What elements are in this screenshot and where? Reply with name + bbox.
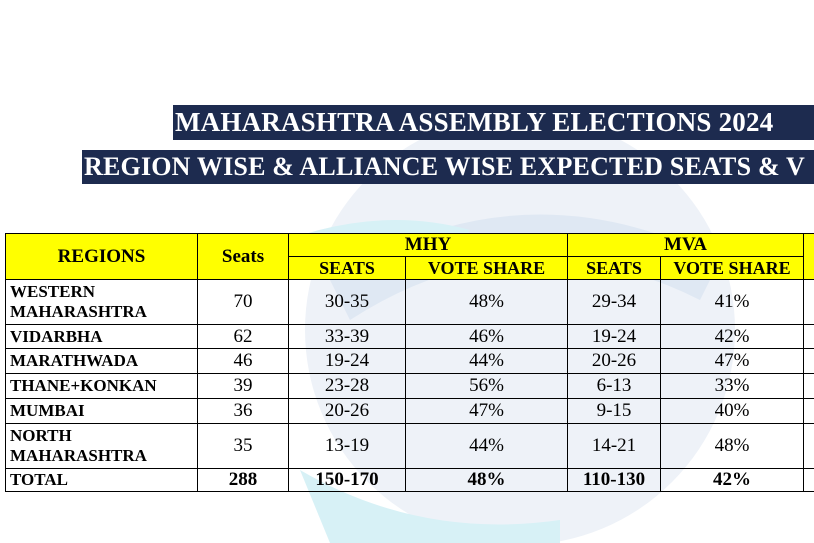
subtitle: REGION WISE & ALLIANCE WISE EXPECTED SEA… (82, 150, 814, 184)
table-row: NORTH MAHARASHTRA 35 13-19 44% 14-21 48% (5, 423, 814, 469)
sub-header: VOTE SHARE (660, 256, 804, 280)
value-cell: 42% (660, 468, 804, 492)
value-cell: 150-170 (288, 468, 406, 492)
value-cell: 33% (660, 373, 804, 399)
sub-header: SEATS (567, 256, 661, 280)
value-cell: 46% (405, 324, 568, 349)
value-cell: 56% (405, 373, 568, 399)
sub-header: SEATS (288, 256, 406, 280)
region-cell: VIDARBHA (5, 324, 198, 349)
value-cell: 33-39 (288, 324, 406, 349)
value-cell: 110-130 (567, 468, 661, 492)
cut-cell (803, 468, 814, 492)
value-cell: 40% (660, 398, 804, 424)
column-header: Seats (197, 233, 289, 280)
region-cell: MUMBAI (5, 398, 198, 424)
column-header: REGIONS (5, 233, 198, 280)
value-cell: 42% (660, 324, 804, 349)
value-cell: 48% (405, 279, 568, 325)
region-cell: TOTAL (5, 468, 198, 492)
table-row: MARATHWADA 46 19-24 44% 20-26 47% (5, 348, 814, 374)
region-cell: MARATHWADA (5, 348, 198, 374)
value-cell: 44% (405, 423, 568, 469)
title: MAHARASHTRA ASSEMBLY ELECTIONS 2024 (173, 105, 814, 140)
value-cell: 48% (405, 468, 568, 492)
value-cell: 23-28 (288, 373, 406, 399)
value-cell: 62 (197, 324, 289, 349)
region-cell: THANE+KONKAN (5, 373, 198, 399)
value-cell: 29-34 (567, 279, 661, 325)
cut-cell (803, 398, 814, 424)
value-cell: 39 (197, 373, 289, 399)
value-cell: 46 (197, 348, 289, 374)
table-row: THANE+KONKAN 39 23-28 56% 6-13 33% (5, 373, 814, 399)
table-row: TOTAL 288 150-170 48% 110-130 42% (5, 468, 814, 492)
value-cell: 9-15 (567, 398, 661, 424)
value-cell: 41% (660, 279, 804, 325)
value-cell: 47% (405, 398, 568, 424)
cut-column (803, 233, 814, 280)
value-cell: 14-21 (567, 423, 661, 469)
value-cell: 44% (405, 348, 568, 374)
group-header: MHY (288, 233, 568, 257)
value-cell: 36 (197, 398, 289, 424)
cut-cell (803, 279, 814, 325)
region-cell: NORTH MAHARASHTRA (5, 423, 198, 469)
value-cell: 30-35 (288, 279, 406, 325)
value-cell: 70 (197, 279, 289, 325)
value-cell: 47% (660, 348, 804, 374)
table-row: VIDARBHA 62 33-39 46% 19-24 42% (5, 324, 814, 349)
results-table: REGIONS Seats MHY MVA SEATS VOTE SHARE S… (5, 233, 814, 492)
value-cell: 288 (197, 468, 289, 492)
value-cell: 6-13 (567, 373, 661, 399)
value-cell: 19-24 (567, 324, 661, 349)
table-body: WESTERN MAHARASHTRA 70 30-35 48% 29-34 41% VID… (5, 279, 814, 492)
value-cell: 35 (197, 423, 289, 469)
cut-cell (803, 324, 814, 349)
value-cell: 13-19 (288, 423, 406, 469)
sub-header: VOTE SHARE (405, 256, 568, 280)
cut-cell (803, 348, 814, 374)
cut-cell (803, 423, 814, 469)
table-row: WESTERN MAHARASHTRA 70 30-35 48% 29-34 41% (5, 279, 814, 325)
region-cell: WESTERN MAHARASHTRA (5, 279, 198, 325)
table-row: MUMBAI 36 20-26 47% 9-15 40% (5, 398, 814, 424)
value-cell: 19-24 (288, 348, 406, 374)
value-cell: 20-26 (567, 348, 661, 374)
cut-cell (803, 373, 814, 399)
value-cell: 48% (660, 423, 804, 469)
group-header: MVA (567, 233, 804, 257)
value-cell: 20-26 (288, 398, 406, 424)
